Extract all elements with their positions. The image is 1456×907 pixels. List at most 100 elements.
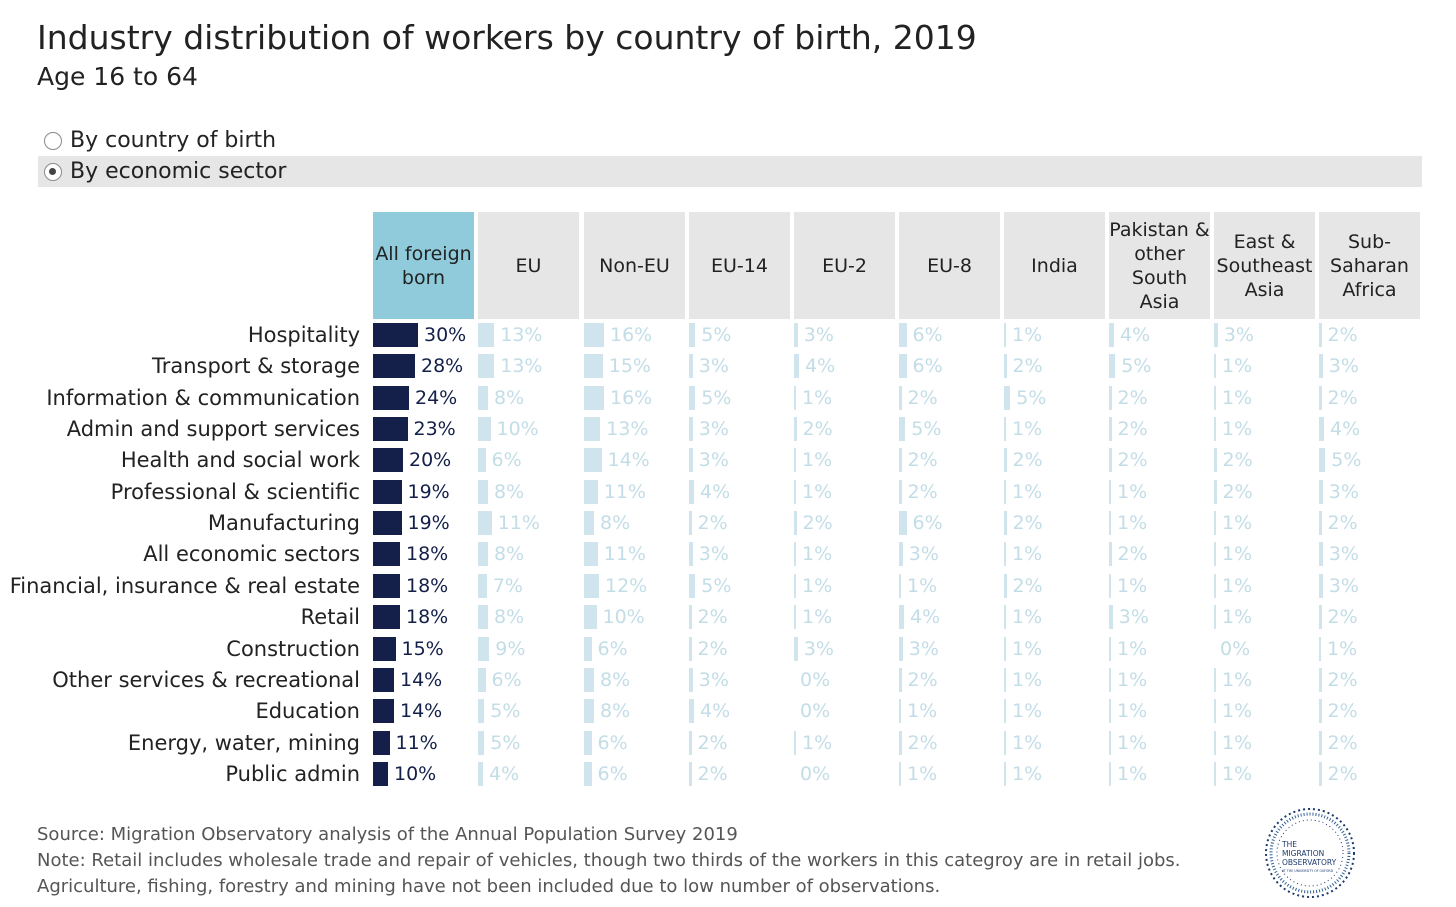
table-cell[interactable]: 2%: [1004, 573, 1104, 598]
table-cell[interactable]: 2%: [689, 636, 789, 661]
table-cell[interactable]: 8%: [478, 542, 578, 567]
table-cell[interactable]: 1%: [1109, 511, 1209, 536]
table-cell[interactable]: 1%: [794, 479, 894, 504]
table-cell[interactable]: 4%: [689, 479, 789, 504]
column-header[interactable]: All foreign born: [373, 212, 474, 319]
table-cell[interactable]: 2%: [1004, 511, 1104, 536]
table-cell[interactable]: 1%: [1109, 573, 1209, 598]
column-header[interactable]: East & Southeast Asia: [1214, 212, 1315, 319]
table-cell[interactable]: 2%: [1319, 605, 1419, 630]
table-cell[interactable]: 8%: [478, 605, 578, 630]
column-header[interactable]: EU-14: [689, 212, 790, 319]
radio-by-economic-sector[interactable]: By economic sector: [38, 156, 1422, 187]
table-cell[interactable]: 2%: [689, 761, 789, 786]
table-cell[interactable]: 3%: [689, 417, 789, 442]
table-cell[interactable]: 1%: [1004, 699, 1104, 724]
table-cell[interactable]: 2%: [1004, 354, 1104, 379]
table-cell[interactable]: 1%: [1214, 542, 1314, 567]
table-cell[interactable]: 3%: [689, 448, 789, 473]
table-cell[interactable]: 13%: [584, 417, 684, 442]
table-cell[interactable]: 0%: [794, 699, 894, 723]
table-cell[interactable]: 3%: [794, 323, 894, 347]
table-cell[interactable]: 14%: [373, 699, 473, 724]
table-cell[interactable]: 5%: [689, 323, 789, 347]
table-cell[interactable]: 2%: [899, 448, 999, 473]
table-cell[interactable]: 5%: [899, 417, 999, 442]
table-cell[interactable]: 0%: [794, 668, 894, 692]
table-cell[interactable]: 28%: [373, 354, 473, 379]
table-cell[interactable]: 1%: [794, 605, 894, 630]
table-cell[interactable]: 3%: [689, 354, 789, 379]
table-cell[interactable]: 2%: [1319, 323, 1419, 347]
table-cell[interactable]: 5%: [1004, 385, 1104, 410]
table-cell[interactable]: 2%: [1109, 542, 1209, 567]
table-cell[interactable]: 3%: [1319, 542, 1419, 567]
table-cell[interactable]: 20%: [373, 448, 473, 473]
table-cell[interactable]: 1%: [1004, 761, 1104, 786]
table-cell[interactable]: 1%: [794, 573, 894, 598]
table-cell[interactable]: 1%: [1214, 511, 1314, 536]
table-cell[interactable]: 1%: [1109, 636, 1209, 661]
table-cell[interactable]: 1%: [1109, 479, 1209, 504]
table-cell[interactable]: 11%: [584, 479, 684, 504]
table-cell[interactable]: 11%: [373, 730, 473, 755]
table-cell[interactable]: 2%: [1319, 385, 1419, 410]
table-cell[interactable]: 30%: [373, 323, 473, 347]
table-cell[interactable]: 6%: [478, 667, 578, 692]
table-cell[interactable]: 9%: [478, 636, 578, 661]
column-header[interactable]: EU-8: [899, 212, 1000, 319]
table-cell[interactable]: 1%: [1109, 761, 1209, 786]
table-cell[interactable]: 8%: [478, 385, 578, 410]
table-cell[interactable]: 2%: [899, 385, 999, 410]
table-cell[interactable]: 1%: [794, 385, 894, 410]
table-cell[interactable]: 1%: [794, 730, 894, 755]
table-cell[interactable]: 2%: [794, 511, 894, 536]
table-cell[interactable]: 1%: [1319, 636, 1419, 661]
table-cell[interactable]: 3%: [689, 667, 789, 692]
table-cell[interactable]: 14%: [584, 448, 684, 473]
table-cell[interactable]: 1%: [1004, 636, 1104, 661]
table-cell[interactable]: 1%: [1004, 605, 1104, 630]
column-header[interactable]: EU: [478, 212, 579, 319]
table-cell[interactable]: 2%: [1319, 761, 1419, 786]
table-cell[interactable]: 2%: [899, 667, 999, 692]
table-cell[interactable]: 7%: [478, 573, 578, 598]
table-cell[interactable]: 10%: [478, 417, 578, 442]
table-cell[interactable]: 8%: [584, 699, 684, 724]
table-cell[interactable]: 6%: [899, 323, 999, 347]
table-cell[interactable]: 3%: [1214, 323, 1314, 347]
table-cell[interactable]: 11%: [478, 511, 578, 536]
column-header[interactable]: Non-EU: [584, 212, 685, 319]
table-cell[interactable]: 18%: [373, 605, 473, 630]
table-cell[interactable]: 1%: [1214, 605, 1314, 630]
table-cell[interactable]: 2%: [1214, 479, 1314, 504]
table-cell[interactable]: 1%: [1004, 323, 1104, 347]
table-cell[interactable]: 1%: [794, 448, 894, 473]
table-cell[interactable]: 6%: [584, 730, 684, 755]
radio-circle-icon[interactable]: [44, 131, 62, 150]
table-cell[interactable]: 23%: [373, 417, 473, 442]
table-cell[interactable]: 1%: [1214, 573, 1314, 598]
table-cell[interactable]: 1%: [899, 573, 999, 598]
table-cell[interactable]: 2%: [1319, 667, 1419, 692]
table-cell[interactable]: 8%: [584, 667, 684, 692]
table-cell[interactable]: 12%: [584, 573, 684, 598]
table-cell[interactable]: 1%: [899, 699, 999, 724]
table-cell[interactable]: 1%: [1004, 417, 1104, 442]
table-cell[interactable]: 18%: [373, 542, 473, 567]
table-cell[interactable]: 1%: [1109, 667, 1209, 692]
table-cell[interactable]: 1%: [794, 542, 894, 567]
table-cell[interactable]: 6%: [584, 761, 684, 786]
table-cell[interactable]: 5%: [1109, 354, 1209, 379]
table-cell[interactable]: 4%: [689, 699, 789, 724]
table-cell[interactable]: 6%: [899, 354, 999, 379]
table-cell[interactable]: 19%: [373, 511, 473, 536]
table-cell[interactable]: 1%: [899, 761, 999, 786]
table-cell[interactable]: 2%: [1109, 448, 1209, 473]
table-cell[interactable]: 1%: [1004, 542, 1104, 567]
table-cell[interactable]: 10%: [584, 605, 684, 630]
table-cell[interactable]: 1%: [1004, 479, 1104, 504]
column-header[interactable]: India: [1004, 212, 1105, 319]
table-cell[interactable]: 4%: [478, 761, 578, 786]
column-header[interactable]: EU-2: [794, 212, 895, 319]
